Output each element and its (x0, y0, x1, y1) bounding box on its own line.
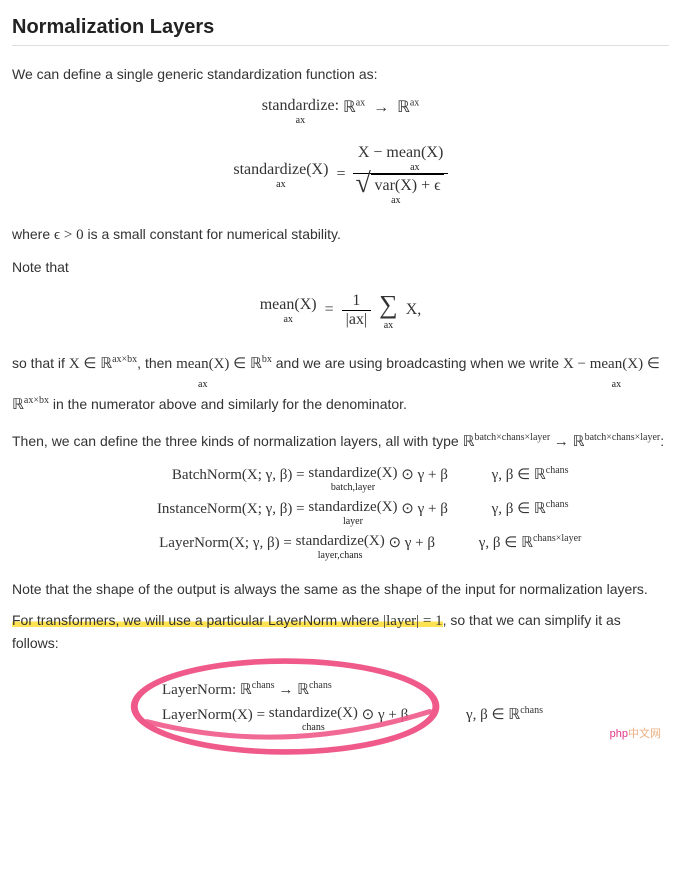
para-epsilon: where ϵ > 0 is a small constant for nume… (12, 224, 669, 247)
equation-standardize-def: standardize(X) ax = X − mean(X)ax var(X)… (12, 144, 669, 206)
para-intro: We can define a single generic standardi… (12, 64, 669, 85)
equation-standardize-type: standardize: ax ℝax → ℝax (12, 97, 669, 126)
divider (12, 45, 669, 46)
para-threekinds: Then, we can define the three kinds of n… (12, 430, 669, 454)
equation-mean: mean(X) ax = 1 |ax| ∑ ax X, (12, 290, 669, 331)
highlight-yellow: For transformers, we will use a particul… (12, 612, 443, 628)
para-outputshape: Note that the shape of the output is alw… (12, 579, 669, 600)
para-broadcast: so that if X ∈ ℝax×bx, then mean(X)ax ∈ … (12, 349, 669, 420)
watermark: php中文网 (610, 725, 661, 741)
red-circle-annotation: LayerNorm: ℝchans → ℝchans LayerNorm(X) … (138, 666, 432, 747)
equation-layernorm-final: LayerNorm: ℝchans → ℝchans LayerNorm(X) … (12, 666, 669, 747)
para-transformers: For transformers, we will use a particul… (12, 610, 669, 654)
section-title: Normalization Layers (12, 16, 669, 39)
equation-norms: BatchNorm(X; γ, β) = standardize(X)batch… (12, 465, 669, 561)
para-notethat: Note that (12, 257, 669, 278)
